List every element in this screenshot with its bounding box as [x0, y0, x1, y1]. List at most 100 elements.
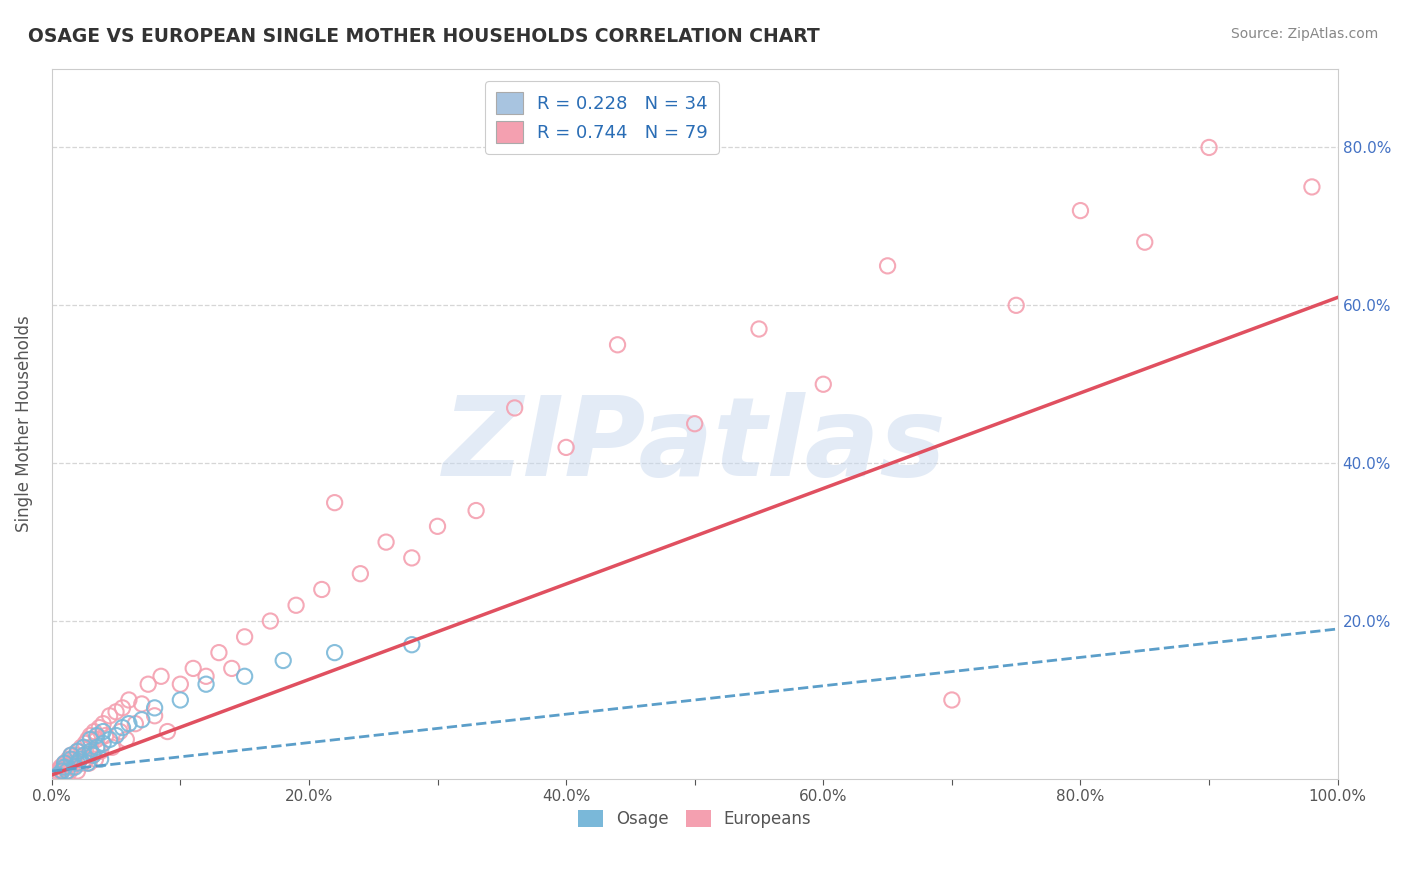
Point	[66, 764, 89, 778]
Point	[101, 740, 124, 755]
Point	[70, 740, 93, 755]
Point	[271, 653, 294, 667]
Point	[91, 736, 114, 750]
Point	[69, 752, 91, 766]
Point	[118, 693, 141, 707]
Point	[53, 768, 76, 782]
Point	[94, 729, 117, 743]
Point	[82, 748, 104, 763]
Point	[285, 599, 308, 613]
Point	[73, 748, 96, 763]
Point	[69, 752, 91, 766]
Point	[1005, 298, 1028, 312]
Point	[1198, 140, 1220, 154]
Point	[53, 756, 76, 771]
Point	[115, 732, 138, 747]
Point	[105, 705, 128, 719]
Point	[76, 752, 98, 766]
Point	[45, 765, 67, 780]
Point	[75, 736, 97, 750]
Point	[56, 760, 79, 774]
Point	[181, 661, 204, 675]
Point	[82, 748, 104, 763]
Point	[60, 748, 83, 763]
Point	[118, 716, 141, 731]
Point	[79, 740, 101, 755]
Point	[465, 503, 488, 517]
Point	[375, 535, 398, 549]
Point	[91, 724, 114, 739]
Text: Source: ZipAtlas.com: Source: ZipAtlas.com	[1230, 27, 1378, 41]
Point	[83, 724, 105, 739]
Point	[401, 638, 423, 652]
Point	[98, 732, 121, 747]
Point	[60, 756, 83, 771]
Point	[813, 377, 835, 392]
Point	[46, 768, 69, 782]
Point	[51, 764, 73, 778]
Point	[156, 724, 179, 739]
Point	[169, 677, 191, 691]
Point	[169, 693, 191, 707]
Point	[503, 401, 526, 415]
Point	[233, 630, 256, 644]
Point	[90, 744, 112, 758]
Point	[89, 721, 111, 735]
Y-axis label: Single Mother Households: Single Mother Households	[15, 316, 32, 533]
Point	[426, 519, 449, 533]
Point	[49, 760, 72, 774]
Point	[1069, 203, 1091, 218]
Point	[208, 646, 231, 660]
Point	[79, 729, 101, 743]
Point	[63, 760, 86, 774]
Point	[221, 661, 243, 675]
Point	[143, 708, 166, 723]
Point	[143, 701, 166, 715]
Legend: Osage, Europeans: Osage, Europeans	[571, 803, 818, 835]
Point	[105, 729, 128, 743]
Point	[66, 744, 89, 758]
Point	[748, 322, 770, 336]
Point	[46, 764, 69, 778]
Point	[86, 729, 108, 743]
Point	[84, 752, 107, 766]
Point	[48, 763, 70, 777]
Point	[76, 732, 98, 747]
Text: OSAGE VS EUROPEAN SINGLE MOTHER HOUSEHOLDS CORRELATION CHART: OSAGE VS EUROPEAN SINGLE MOTHER HOUSEHOL…	[28, 27, 820, 45]
Point	[1301, 180, 1323, 194]
Point	[86, 732, 108, 747]
Point	[131, 713, 153, 727]
Point	[683, 417, 706, 431]
Point	[66, 744, 89, 758]
Point	[555, 441, 578, 455]
Point	[73, 740, 96, 755]
Point	[60, 748, 83, 763]
Point	[311, 582, 333, 597]
Point	[62, 752, 84, 766]
Point	[233, 669, 256, 683]
Point	[76, 756, 98, 771]
Point	[53, 756, 76, 771]
Point	[79, 732, 101, 747]
Point	[66, 756, 89, 771]
Point	[941, 693, 963, 707]
Text: ZIPatlas: ZIPatlas	[443, 392, 946, 499]
Point	[401, 550, 423, 565]
Point	[65, 748, 87, 763]
Point	[323, 496, 346, 510]
Point	[91, 716, 114, 731]
Point	[73, 748, 96, 763]
Point	[60, 760, 83, 774]
Point	[98, 708, 121, 723]
Point	[349, 566, 371, 581]
Point	[52, 757, 75, 772]
Point	[259, 614, 281, 628]
Point	[44, 768, 66, 782]
Point	[77, 756, 100, 771]
Point	[90, 752, 112, 766]
Point	[606, 338, 628, 352]
Point	[60, 752, 83, 766]
Point	[876, 259, 898, 273]
Point	[79, 744, 101, 758]
Point	[195, 669, 218, 683]
